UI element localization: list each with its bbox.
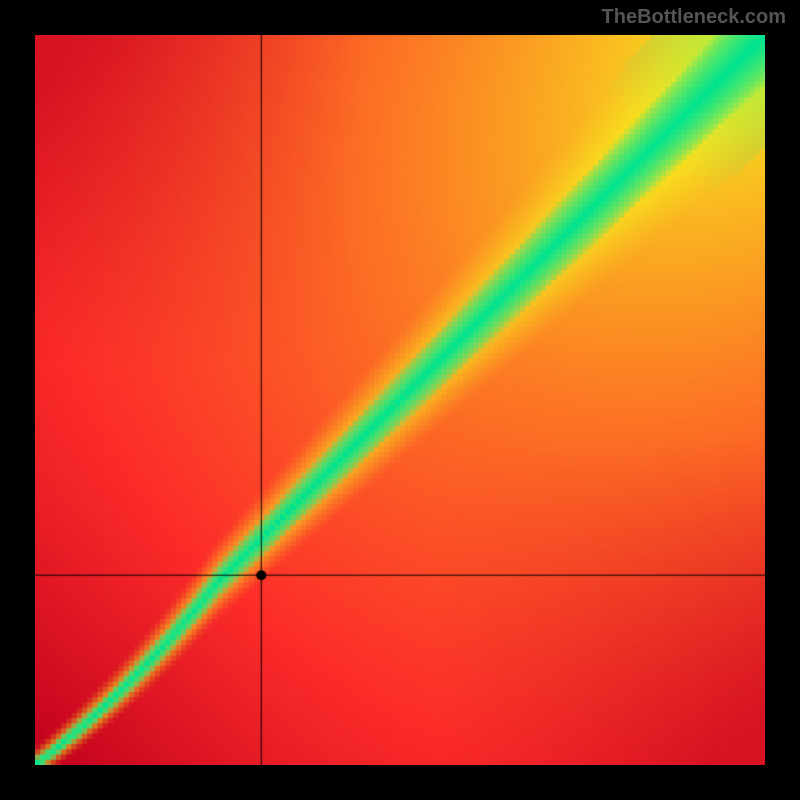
watermark-text: TheBottleneck.com [602,6,786,29]
plot-area [35,35,765,765]
chart-container: TheBottleneck.com [0,0,800,800]
heatmap-canvas [35,35,765,765]
